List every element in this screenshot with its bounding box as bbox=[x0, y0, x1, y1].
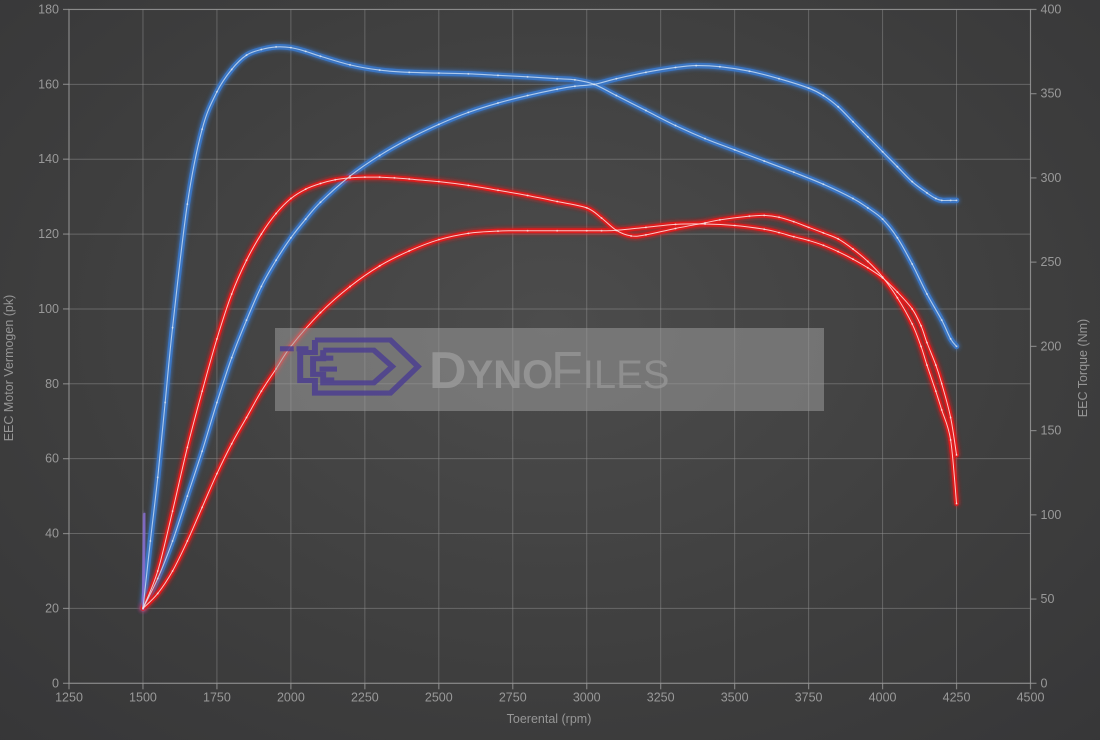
svg-text:2250: 2250 bbox=[351, 690, 379, 704]
svg-text:50: 50 bbox=[1041, 592, 1055, 606]
svg-text:2750: 2750 bbox=[499, 690, 527, 704]
svg-text:200: 200 bbox=[1041, 339, 1062, 353]
svg-text:160: 160 bbox=[38, 77, 59, 91]
svg-text:100: 100 bbox=[38, 302, 59, 316]
svg-text:250: 250 bbox=[1041, 255, 1062, 269]
svg-text:3500: 3500 bbox=[721, 690, 749, 704]
svg-text:EEC Motor Vermogen (pk): EEC Motor Vermogen (pk) bbox=[2, 295, 16, 442]
svg-text:0: 0 bbox=[52, 676, 59, 690]
svg-text:180: 180 bbox=[38, 2, 59, 16]
svg-text:350: 350 bbox=[1041, 87, 1062, 101]
svg-text:300: 300 bbox=[1041, 171, 1062, 185]
svg-text:1750: 1750 bbox=[203, 690, 231, 704]
svg-text:80: 80 bbox=[45, 377, 59, 391]
svg-text:140: 140 bbox=[38, 152, 59, 166]
svg-text:EEC Torque (Nm): EEC Torque (Nm) bbox=[1076, 319, 1090, 417]
svg-text:1500: 1500 bbox=[129, 690, 157, 704]
svg-text:2500: 2500 bbox=[425, 690, 453, 704]
svg-text:4500: 4500 bbox=[1017, 690, 1045, 704]
svg-text:100: 100 bbox=[1041, 508, 1062, 522]
svg-text:60: 60 bbox=[45, 452, 59, 466]
svg-text:40: 40 bbox=[45, 527, 59, 541]
svg-text:150: 150 bbox=[1041, 424, 1062, 438]
svg-text:0: 0 bbox=[1041, 676, 1048, 690]
svg-text:2000: 2000 bbox=[277, 690, 305, 704]
svg-text:4000: 4000 bbox=[869, 690, 897, 704]
svg-text:20: 20 bbox=[45, 601, 59, 615]
svg-text:1250: 1250 bbox=[55, 690, 83, 704]
svg-text:4250: 4250 bbox=[943, 690, 971, 704]
svg-text:400: 400 bbox=[1041, 2, 1062, 16]
svg-text:3750: 3750 bbox=[795, 690, 823, 704]
svg-text:120: 120 bbox=[38, 227, 59, 241]
svg-text:3000: 3000 bbox=[573, 690, 601, 704]
svg-text:Toerental (rpm): Toerental (rpm) bbox=[507, 712, 592, 726]
svg-text:3250: 3250 bbox=[647, 690, 675, 704]
